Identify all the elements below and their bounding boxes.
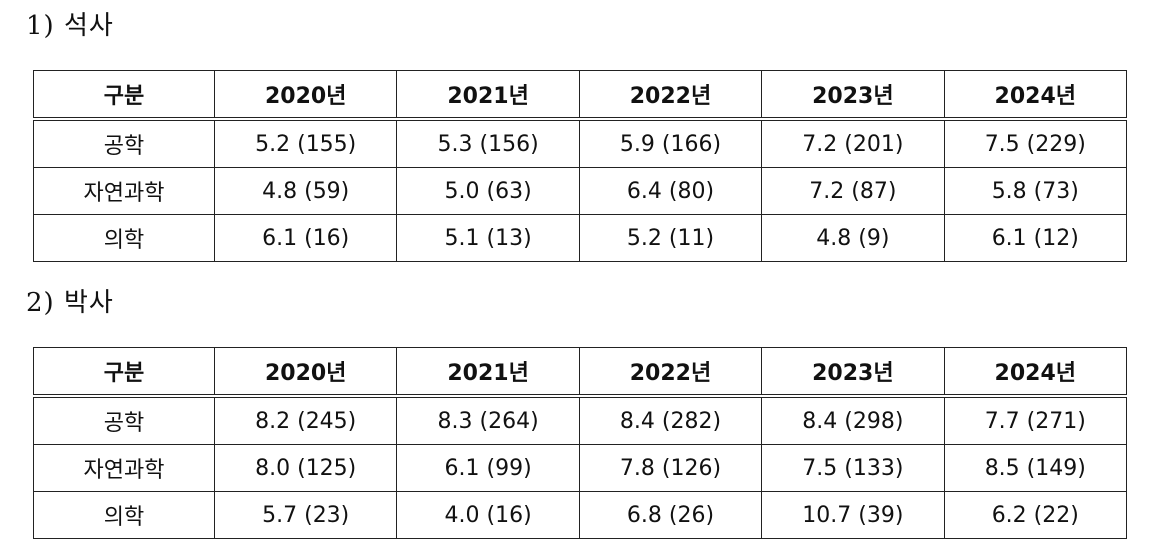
table-cell: 4.8 (59) (213, 167, 398, 215)
table-header-row: 구분 2020년 2021년 2022년 2023년 2024년 (33, 347, 1127, 398)
table-cell: 5.2 (155) (213, 118, 398, 168)
table-row: 자연과학 4.8 (59) 5.0 (63) 6.4 (80) 7.2 (87)… (33, 167, 1127, 215)
table-row: 공학 8.2 (245) 8.3 (264) 8.4 (282) 8.4 (29… (33, 395, 1127, 445)
row-label: 의학 (33, 491, 215, 539)
table-row: 공학 5.2 (155) 5.3 (156) 5.9 (166) 7.2 (20… (33, 118, 1127, 168)
table-cell: 8.0 (125) (213, 444, 398, 492)
masters-table: 구분 2020년 2021년 2022년 2023년 2024년 공학 5.2 … (33, 70, 1127, 262)
column-header-2022: 2022년 (578, 347, 763, 398)
table-cell: 7.7 (271) (943, 395, 1127, 445)
column-header-2020: 2020년 (213, 347, 398, 398)
table-cell: 7.8 (126) (578, 444, 763, 492)
table-cell: 8.2 (245) (213, 395, 398, 445)
column-header-2023: 2023년 (761, 347, 945, 398)
table-cell: 8.4 (298) (761, 395, 945, 445)
column-header-2024: 2024년 (943, 70, 1127, 121)
row-label: 자연과학 (33, 444, 215, 492)
column-header-2021: 2021년 (396, 70, 580, 121)
table-cell: 6.8 (26) (578, 491, 763, 539)
row-label: 공학 (33, 118, 215, 168)
row-label: 의학 (33, 214, 215, 262)
column-header-2020: 2020년 (213, 70, 398, 121)
doctoral-table: 구분 2020년 2021년 2022년 2023년 2024년 공학 8.2 … (33, 347, 1127, 539)
column-header-2023: 2023년 (761, 70, 945, 121)
table-cell: 6.1 (99) (396, 444, 580, 492)
table-cell: 6.4 (80) (578, 167, 763, 215)
column-header-category: 구분 (33, 347, 215, 398)
table-row: 의학 6.1 (16) 5.1 (13) 5.2 (11) 4.8 (9) 6.… (33, 214, 1127, 262)
column-header-2024: 2024년 (943, 347, 1127, 398)
table-cell: 8.5 (149) (943, 444, 1127, 492)
table-cell: 6.1 (16) (213, 214, 398, 262)
row-label: 공학 (33, 395, 215, 445)
table-cell: 7.2 (201) (761, 118, 945, 168)
table-cell: 5.7 (23) (213, 491, 398, 539)
table-cell: 5.3 (156) (396, 118, 580, 168)
table-header-row: 구분 2020년 2021년 2022년 2023년 2024년 (33, 70, 1127, 121)
table-cell: 10.7 (39) (761, 491, 945, 539)
table-cell: 6.1 (12) (943, 214, 1127, 262)
row-label: 자연과학 (33, 167, 215, 215)
table-cell: 5.2 (11) (578, 214, 763, 262)
table-cell: 5.9 (166) (578, 118, 763, 168)
table-cell: 7.5 (133) (761, 444, 945, 492)
section-title-doctoral: 2) 박사 (26, 288, 114, 318)
table-cell: 4.0 (16) (396, 491, 580, 539)
table-cell: 8.4 (282) (578, 395, 763, 445)
table-cell: 4.8 (9) (761, 214, 945, 262)
table-row: 의학 5.7 (23) 4.0 (16) 6.8 (26) 10.7 (39) … (33, 491, 1127, 539)
column-header-2022: 2022년 (578, 70, 763, 121)
column-header-category: 구분 (33, 70, 215, 121)
table-cell: 5.1 (13) (396, 214, 580, 262)
table-cell: 7.5 (229) (943, 118, 1127, 168)
table-cell: 5.0 (63) (396, 167, 580, 215)
table-cell: 8.3 (264) (396, 395, 580, 445)
table-cell: 5.8 (73) (943, 167, 1127, 215)
table-cell: 7.2 (87) (761, 167, 945, 215)
table-cell: 6.2 (22) (943, 491, 1127, 539)
column-header-2021: 2021년 (396, 347, 580, 398)
table-row: 자연과학 8.0 (125) 6.1 (99) 7.8 (126) 7.5 (1… (33, 444, 1127, 492)
section-title-masters: 1) 석사 (26, 11, 114, 41)
